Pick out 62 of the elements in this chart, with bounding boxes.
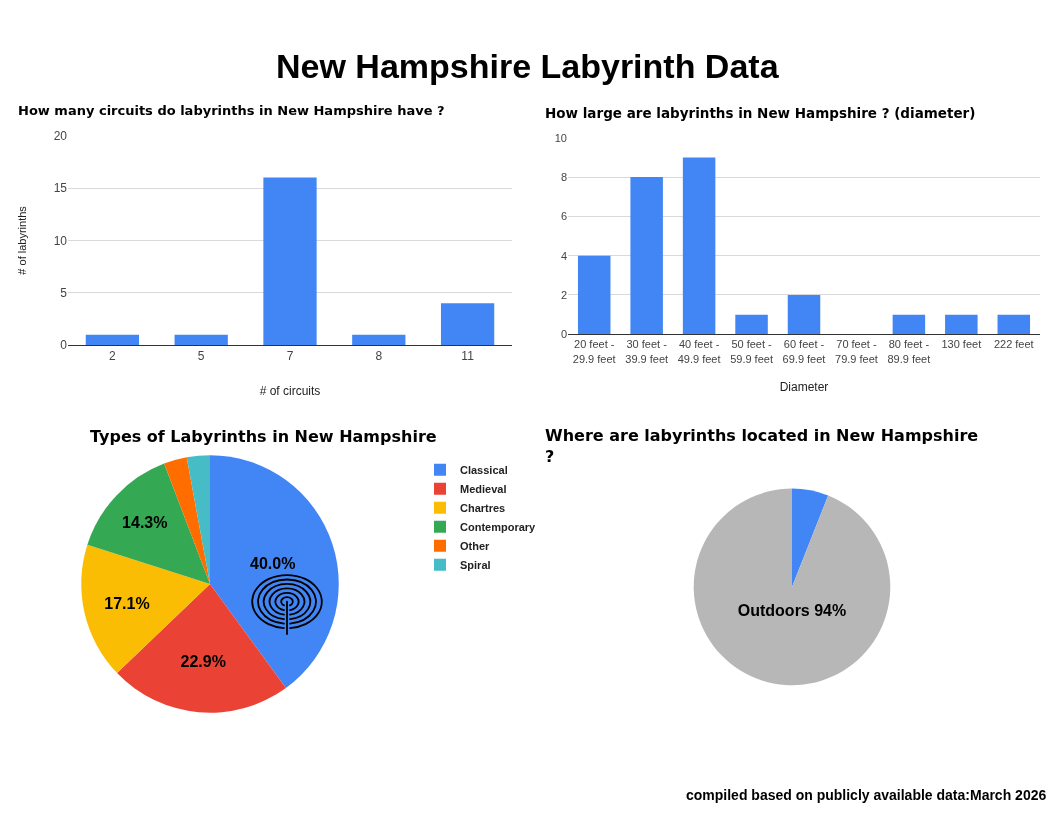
chart-title: Where are labyrinths located in New Hampshire ?	[545, 426, 979, 466]
bar	[85, 334, 140, 346]
bar	[682, 157, 716, 335]
x-tick-label: 50 feet - 59.9 feet	[730, 338, 773, 365]
x-tick-label: 70 feet - 79.9 feet	[835, 338, 878, 365]
pie-slice	[693, 488, 891, 685]
legend-label: Medieval	[460, 482, 507, 495]
chart-title: How large are labyrinths in New Hampshire ? (diameter)	[545, 105, 976, 121]
bar	[630, 177, 663, 335]
x-tick-label: 222 feet	[993, 338, 1034, 351]
bar	[440, 303, 495, 346]
chart-title: How many circuits do labyrinths in New Hampshire have ?	[18, 103, 445, 118]
pie-slice	[87, 463, 210, 584]
legend-label: Classical	[460, 463, 508, 476]
x-axis-title: Diameter	[779, 379, 829, 394]
y-tick-label: 8	[560, 170, 567, 183]
bar	[352, 334, 406, 346]
y-tick-label: 15	[53, 181, 68, 196]
pie-slice	[186, 455, 210, 584]
y-tick-label: 6	[560, 210, 567, 223]
bar	[945, 314, 978, 335]
y-axis-title: # of labyrinths	[16, 205, 29, 275]
slice-label: Outdoors 94%	[737, 602, 847, 620]
x-tick-label: 30 feet - 39.9 feet	[625, 338, 669, 365]
x-tick-label: 2	[109, 349, 117, 364]
y-tick-label: 5	[60, 285, 68, 300]
x-axis-title: # of circuits	[259, 384, 321, 399]
x-tick-label: 60 feet - 69.9 feet	[782, 338, 826, 365]
y-tick-label: 10	[554, 131, 567, 144]
y-tick-label: 2	[560, 288, 567, 301]
bar	[997, 314, 1031, 335]
y-tick-label: 4	[560, 249, 567, 262]
x-tick-label: 5	[197, 349, 205, 364]
x-tick-label: 7	[286, 349, 294, 364]
bar	[577, 255, 611, 335]
legend-label: Contemporary	[460, 520, 537, 533]
pie-slice	[792, 488, 829, 587]
y-tick-label: 10	[53, 233, 68, 248]
x-tick-label: 40 feet - 49.9 feet	[677, 338, 721, 365]
chart-title: Types of Labyrinths in New Hampshire	[90, 427, 437, 446]
data-label: 40.0%	[250, 554, 296, 572]
x-tick-label: 11	[461, 349, 475, 364]
data-label: 22.9%	[180, 652, 226, 670]
bar	[263, 177, 317, 346]
y-tick-label: 0	[60, 338, 68, 353]
legend-label: Other	[460, 539, 491, 552]
bar	[892, 314, 926, 335]
y-tick-label: 0	[560, 328, 567, 341]
data-label: 17.1%	[104, 594, 150, 612]
x-tick-label: 80 feet - 89.9 feet	[887, 338, 931, 365]
x-tick-label: 130 feet	[941, 338, 982, 351]
legend-label: Spiral	[460, 558, 491, 571]
x-tick-label: 8	[375, 349, 383, 364]
x-tick-label: 20 feet - 29.9 feet	[572, 338, 616, 365]
data-label: 14.3%	[122, 513, 168, 531]
text: New Hampshire Labyrinth Data	[276, 47, 780, 85]
bar	[787, 294, 821, 335]
legend-label: Chartres	[460, 501, 506, 514]
bar	[174, 334, 228, 346]
y-tick-label: 20	[53, 128, 68, 143]
bar	[735, 314, 768, 335]
text: compiled based on publicly available data:March 2026	[686, 787, 1047, 803]
